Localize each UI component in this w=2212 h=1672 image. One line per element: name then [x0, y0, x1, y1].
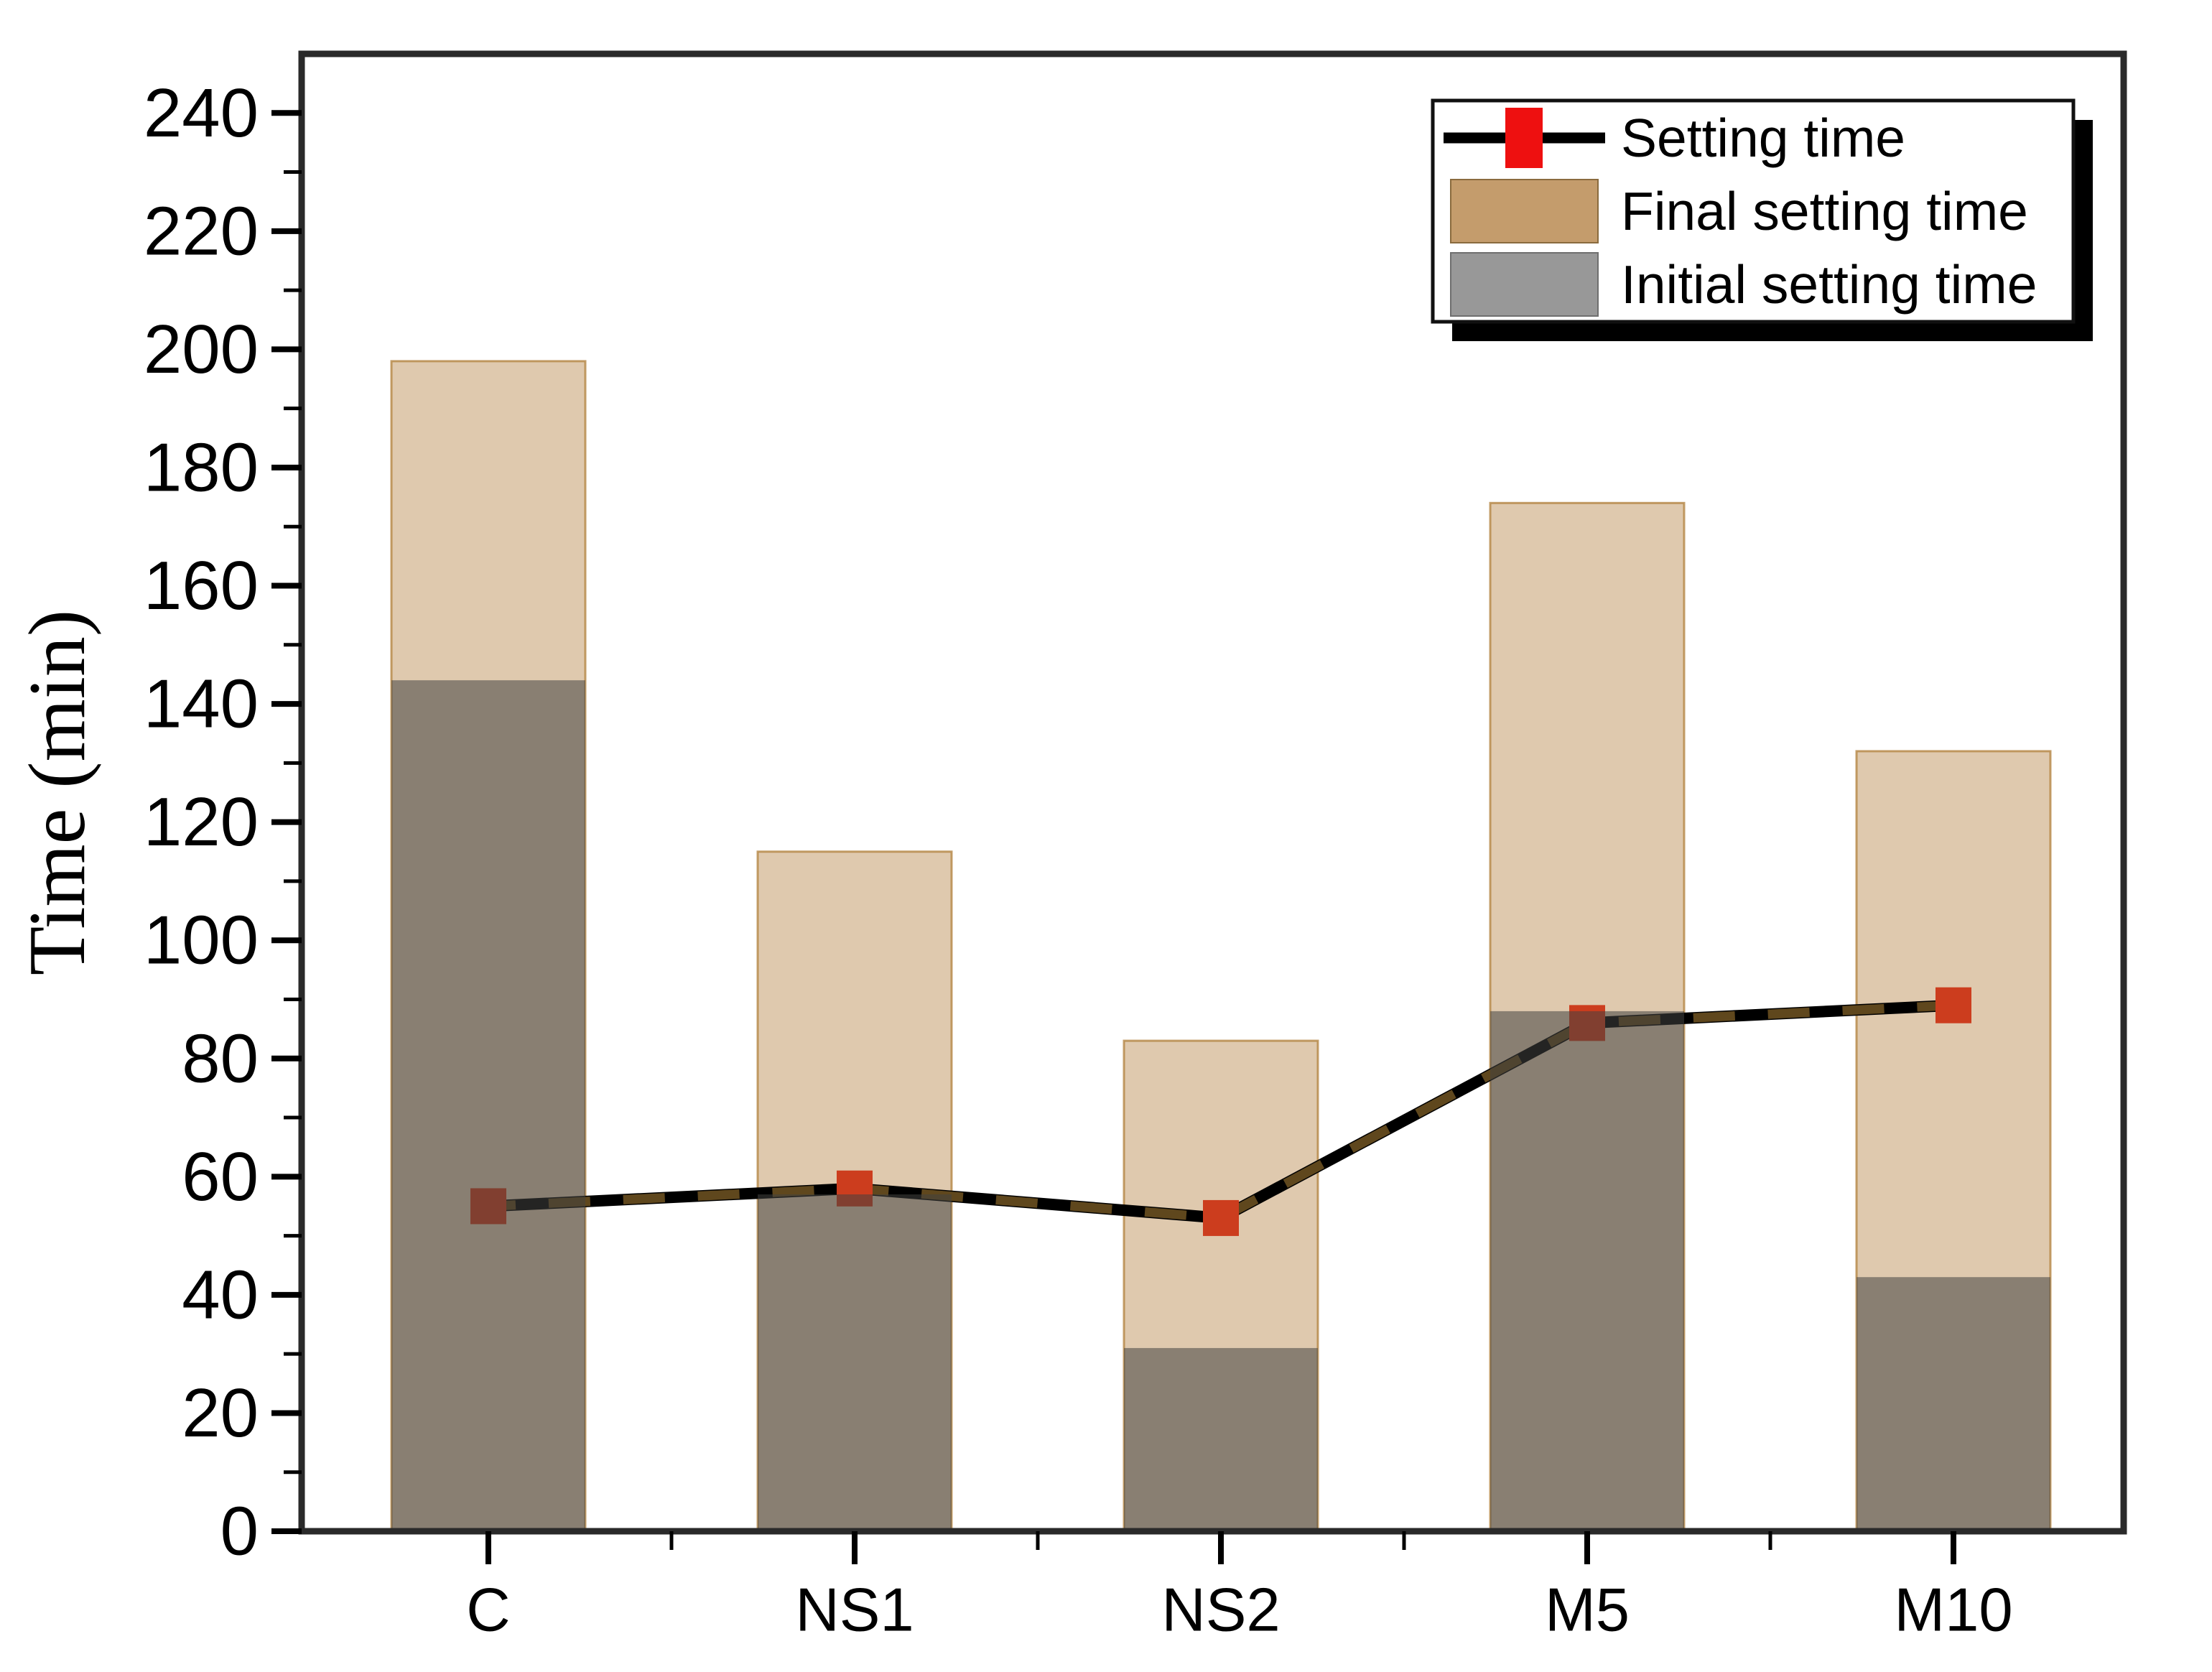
- y-tick-label-40: 40: [182, 1256, 259, 1333]
- legend: Setting time Final setting time Initial se…: [1431, 98, 2093, 341]
- x-tick-label-C: C: [466, 1576, 510, 1645]
- bar-initial-NS1: [758, 1194, 952, 1531]
- x-tick-label-NS1: NS1: [795, 1576, 914, 1645]
- y-tick-label-180: 180: [144, 429, 259, 506]
- marker-setting-M10: [1936, 987, 1971, 1023]
- initial-setting-time-bars: [391, 680, 2050, 1532]
- marker-setting-NS2: [1203, 1199, 1239, 1236]
- bar-initial-M10: [1856, 1277, 2050, 1531]
- bar-initial-NS2: [1124, 1347, 1318, 1531]
- y-tick-label-0: 0: [220, 1493, 259, 1570]
- x-tick-label-M10: M10: [1894, 1576, 2012, 1645]
- y-tick-label-20: 20: [182, 1375, 259, 1452]
- y-axis-title: Time (min): [13, 610, 102, 975]
- legend-final-swatch: [1450, 179, 1599, 243]
- legend-label-initial-setting-time: Initial setting time: [1621, 254, 2037, 315]
- y-tick-label-220: 220: [144, 192, 259, 269]
- bar-initial-C: [391, 680, 585, 1532]
- legend-setting-marker-sample: [1505, 108, 1543, 168]
- bar-initial-M5: [1490, 1011, 1684, 1531]
- x-tick-label-M5: M5: [1545, 1576, 1630, 1645]
- y-tick-label-240: 240: [144, 75, 259, 152]
- y-tick-label-80: 80: [182, 1020, 259, 1097]
- legend-label-setting-time: Setting time: [1621, 108, 1905, 168]
- y-tick-label-140: 140: [144, 666, 259, 743]
- y-tick-label-160: 160: [144, 547, 259, 624]
- x-tick-label-NS2: NS2: [1161, 1576, 1280, 1645]
- y-tick-label-100: 100: [144, 902, 259, 979]
- y-tick-label-120: 120: [144, 784, 259, 860]
- y-tick-label-60: 60: [182, 1138, 259, 1215]
- x-axis: C NS1 NS2 M5 M10: [466, 1531, 2013, 1645]
- plot-frame: [298, 50, 2127, 1535]
- legend-label-final-setting-time: Final setting time: [1621, 181, 2028, 241]
- y-axis: 0 20 40 60 80 100 120 140 160 180 200 220 240: [144, 75, 302, 1570]
- y-tick-label-200: 200: [144, 311, 259, 388]
- legend-initial-swatch: [1450, 252, 1599, 317]
